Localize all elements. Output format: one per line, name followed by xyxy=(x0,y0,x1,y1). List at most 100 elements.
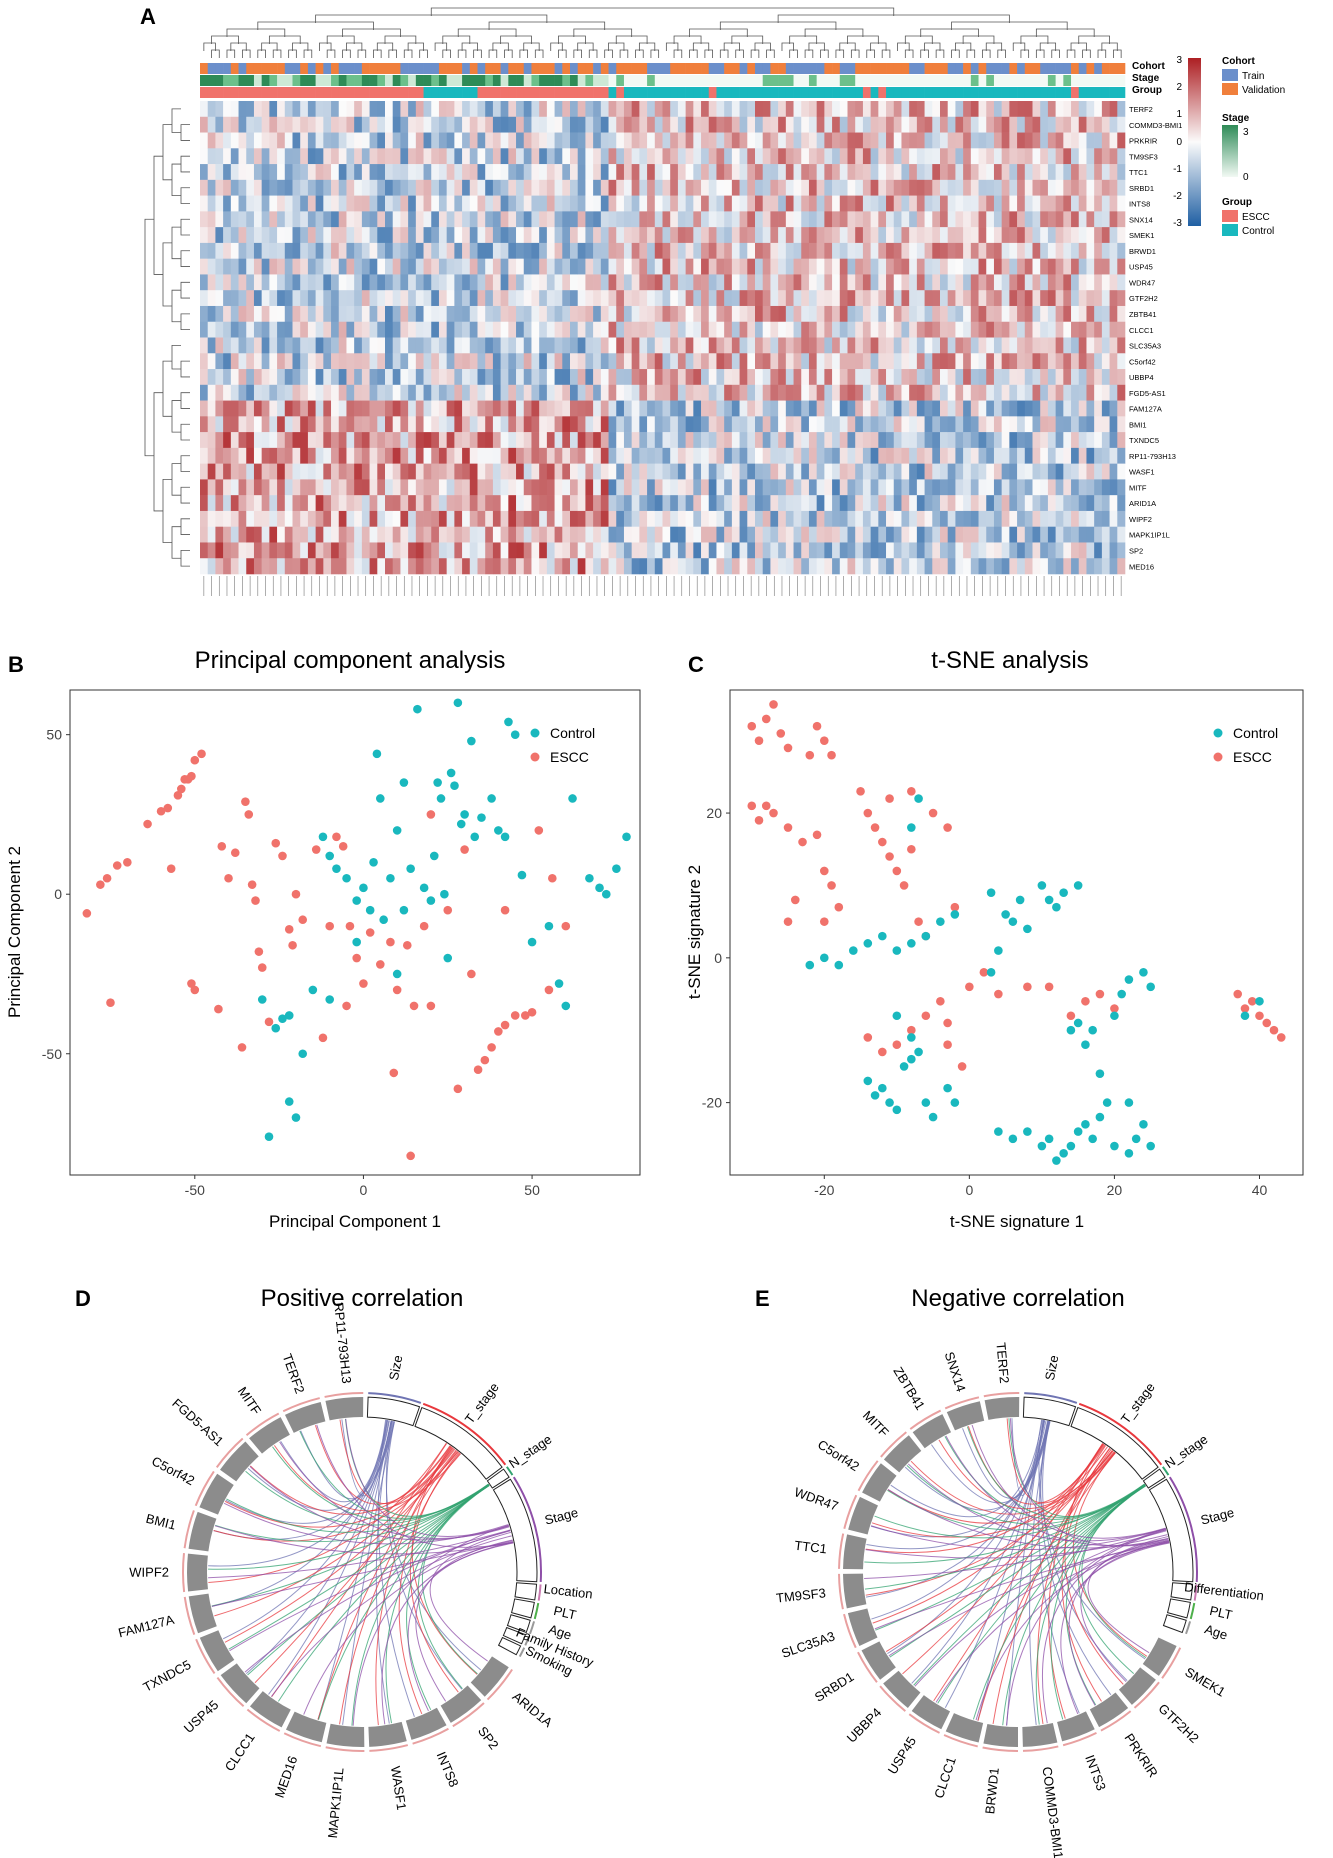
heatmap-cell xyxy=(230,227,239,244)
heatmap-cell xyxy=(246,179,255,196)
heatmap-cell xyxy=(993,510,1002,527)
heatmap-cell xyxy=(639,337,648,354)
heatmap-cell xyxy=(508,242,517,259)
gene-outer-ring xyxy=(325,1746,365,1753)
heatmap-cell xyxy=(755,432,764,449)
heatmap-cell xyxy=(909,305,918,323)
stage-cell xyxy=(1117,75,1126,86)
heatmap-cell xyxy=(523,274,532,291)
point-escc xyxy=(812,721,822,731)
heatmap-cell xyxy=(523,353,532,370)
heatmap-cell xyxy=(647,542,656,559)
heatmap-cell xyxy=(662,227,671,244)
heatmap-cell xyxy=(685,526,694,543)
heatmap-cell xyxy=(963,321,972,338)
cohort-cell xyxy=(947,63,956,74)
heatmap-cell xyxy=(400,132,409,149)
heatmap-cell xyxy=(577,116,586,133)
heatmap-cell xyxy=(400,148,409,165)
heatmap-cell xyxy=(801,195,810,212)
heatmap-cell xyxy=(986,526,995,543)
gene-sector xyxy=(405,1707,447,1740)
dendrogram-branch xyxy=(457,28,517,37)
heatmap-cell xyxy=(539,447,548,464)
heatmap-cell xyxy=(670,384,679,401)
heatmap-cell xyxy=(762,463,771,480)
stage-cell xyxy=(369,75,378,86)
heatmap-cell xyxy=(354,463,363,480)
heatmap-cell xyxy=(647,116,656,133)
heatmap-cell xyxy=(600,495,609,512)
heatmap-cell xyxy=(731,447,740,464)
heatmap-cell xyxy=(909,227,918,244)
heatmap-cell xyxy=(901,447,910,464)
gene-sector xyxy=(911,1695,951,1730)
heatmap-cell xyxy=(701,384,710,401)
heatmap-cell xyxy=(361,384,370,401)
heatmap-cell xyxy=(647,195,656,212)
heatmap-cell xyxy=(886,211,895,228)
heatmap-cell xyxy=(546,447,555,464)
heatmap-cell xyxy=(1024,211,1033,228)
point-escc xyxy=(761,714,771,724)
point-control xyxy=(1110,1141,1119,1151)
chord-link xyxy=(429,1531,511,1662)
heatmap-cell xyxy=(570,148,579,165)
group-cell xyxy=(546,87,555,98)
heatmap-cell xyxy=(701,227,710,244)
heatmap-cell xyxy=(284,416,293,433)
heatmap-cell xyxy=(361,132,370,149)
heatmap-cell xyxy=(1024,101,1033,118)
heatmap-cell xyxy=(446,463,455,480)
heatmap-cell xyxy=(400,479,409,496)
point-control xyxy=(372,749,382,759)
heatmap-cell xyxy=(963,337,972,354)
heatmap-cell xyxy=(238,463,247,480)
heatmap-cell xyxy=(423,305,432,323)
heatmap-cell xyxy=(793,369,802,386)
heatmap-cell xyxy=(469,510,478,527)
heatmap-cell xyxy=(909,463,918,480)
heatmap-cell xyxy=(392,526,401,543)
heatmap-cell xyxy=(562,321,571,338)
heatmap-cell xyxy=(1086,510,1095,527)
heatmap-cell xyxy=(701,274,710,291)
dendrogram-branch xyxy=(920,28,979,37)
cohort-cell xyxy=(562,63,571,74)
trait-label: PLT xyxy=(552,1603,578,1623)
heatmap-cell xyxy=(585,132,594,149)
heatmap-cell xyxy=(200,463,209,480)
heatmap-cell xyxy=(1086,321,1095,338)
group-cell xyxy=(808,87,817,98)
stage-cell xyxy=(361,75,370,86)
heatmap-cell xyxy=(508,416,517,433)
heatmap-cell xyxy=(300,510,309,527)
heatmap-cell xyxy=(824,495,833,512)
heatmap-cell xyxy=(516,542,525,559)
heatmap-cell xyxy=(862,211,871,228)
heatmap-cell xyxy=(647,369,656,386)
point-escc xyxy=(783,743,793,753)
heatmap-cell xyxy=(963,526,972,543)
heatmap-cell xyxy=(824,558,833,575)
heatmap-cell xyxy=(924,447,933,464)
heatmap-cell xyxy=(577,148,586,165)
heatmap-cell xyxy=(562,116,571,133)
stage-cell xyxy=(253,75,262,86)
point-escc xyxy=(190,985,200,995)
heatmap-cell xyxy=(778,463,787,480)
heatmap-cell xyxy=(793,305,802,323)
heatmap-cell xyxy=(1063,211,1072,228)
heatmap-cell xyxy=(284,116,293,133)
heatmap-cell xyxy=(839,542,848,559)
heatmap-cell xyxy=(862,242,871,259)
heatmap-cell xyxy=(516,274,525,291)
cohort-cell xyxy=(477,63,486,74)
heatmap-cell xyxy=(284,558,293,575)
heatmap-cell xyxy=(623,116,632,133)
heatmap-cell xyxy=(562,179,571,196)
heatmap-cell xyxy=(623,101,632,118)
gene-label: USP45 xyxy=(181,1697,222,1736)
heatmap-cell xyxy=(986,337,995,354)
cohort-cell xyxy=(392,63,401,74)
